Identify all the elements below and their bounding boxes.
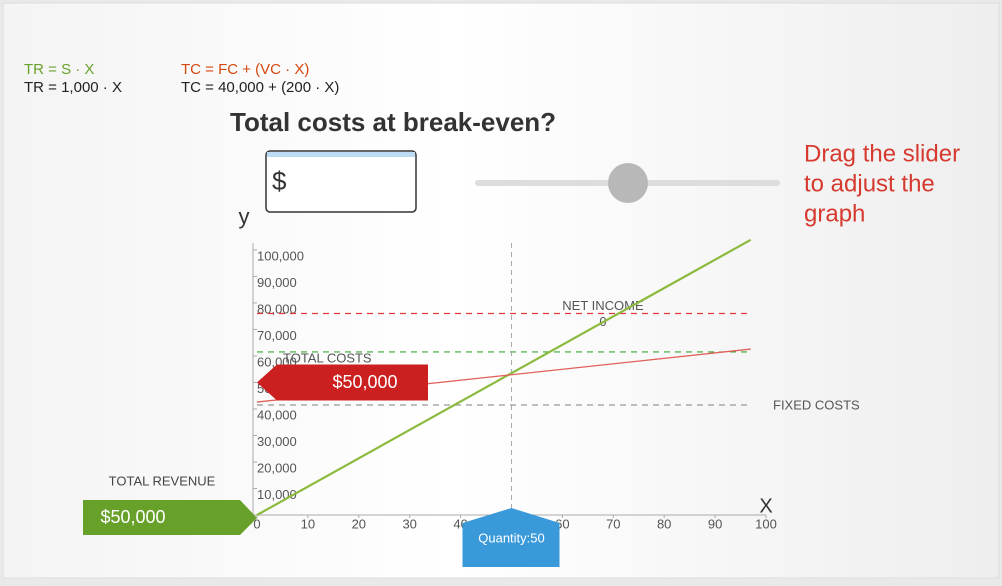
x-tick-label: 80 [657, 516, 671, 531]
y-tick-label: 80,000 [257, 301, 297, 316]
input-box[interactable] [265, 150, 417, 213]
x-tick-label: 0 [253, 516, 260, 531]
formula: TR = 1,000 · X [24, 79, 122, 96]
quantity-marker [462, 508, 560, 567]
quantity-label: Quantity:50 [478, 530, 545, 545]
instruction: Drag the slider to adjust the graph [804, 140, 960, 227]
x-tick-label: 90 [708, 516, 722, 531]
formula: TR = S · X [24, 61, 94, 78]
cost-flag [257, 364, 428, 401]
slider-knob[interactable] [608, 163, 648, 203]
slider[interactable] [475, 163, 780, 203]
input-focus-bar [267, 152, 415, 157]
answer-input[interactable]: $ [265, 150, 417, 213]
instruction-line: to adjust the [804, 170, 935, 197]
chart: yX10,00020,00030,00040,00050,00060,00070… [83, 204, 860, 567]
x-tick-label: 20 [352, 516, 366, 531]
question: Total costs at break-even? [230, 107, 556, 137]
y-tick-label: 40,000 [257, 407, 297, 422]
formula: TC = FC + (VC · X) [181, 61, 309, 78]
input-prefix: $ [272, 166, 287, 196]
y-axis-title: y [239, 204, 250, 229]
reference-label: NET INCOME [562, 298, 644, 313]
reference-label: FIXED COSTS [773, 397, 860, 412]
x-axis-title: X [759, 495, 772, 517]
y-tick-label: 20,000 [257, 460, 297, 475]
instruction-line: graph [804, 200, 865, 227]
legend-label: TOTAL REVENUE [109, 473, 216, 488]
revenue-flag [83, 500, 257, 535]
series-line [256, 238, 752, 516]
y-tick-label: 100,000 [257, 248, 304, 263]
x-tick-label: 70 [606, 516, 620, 531]
y-tick-label: 10,000 [257, 487, 297, 502]
y-tick-label: 70,000 [257, 328, 297, 343]
reference-label: TOTAL COSTS [283, 350, 372, 365]
x-tick-label: 10 [301, 516, 315, 531]
formula: TC = 40,000 + (200 · X) [181, 79, 339, 96]
cost-flag-label: $50,000 [332, 372, 397, 392]
y-tick-label: 90,000 [257, 275, 297, 290]
y-tick-label: 30,000 [257, 434, 297, 449]
x-tick-label: 100 [755, 516, 777, 531]
x-tick-label: 30 [402, 516, 416, 531]
instruction-line: Drag the slider [804, 140, 960, 167]
revenue-flag-label: $50,000 [100, 507, 165, 527]
